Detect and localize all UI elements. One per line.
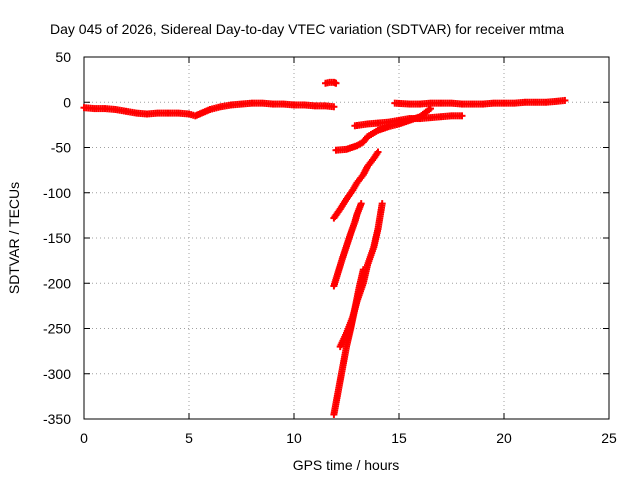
series-arc-5 xyxy=(391,96,569,108)
data-points xyxy=(80,78,569,418)
x-axis-label: GPS time / hours xyxy=(293,457,400,473)
data-point xyxy=(561,96,569,104)
data-point xyxy=(378,200,386,208)
data-point xyxy=(458,112,466,120)
series-arc-1 xyxy=(80,99,338,120)
y-tick-labels: 50 0 -50 -100 -150 -200 -250 -300 -350 xyxy=(43,49,71,427)
series-arc-6 xyxy=(330,148,382,222)
y-tick-label: -300 xyxy=(43,366,71,382)
y-tick-label: 50 xyxy=(55,49,71,65)
series-arc-3 xyxy=(332,105,434,154)
y-tick-label: 0 xyxy=(63,94,71,110)
x-tick-label: 25 xyxy=(601,430,617,446)
data-point xyxy=(332,79,340,87)
y-tick-label: -50 xyxy=(51,140,71,156)
data-point xyxy=(330,103,338,111)
axis-ticks xyxy=(83,56,610,420)
data-point xyxy=(357,200,365,208)
x-tick-label: 10 xyxy=(286,430,302,446)
data-point xyxy=(374,148,382,156)
x-tick-label: 0 xyxy=(80,430,88,446)
y-tick-label: -150 xyxy=(43,230,71,246)
y-tick-label: -250 xyxy=(43,321,71,337)
x-tick-label: 15 xyxy=(391,430,407,446)
series-arc-2 xyxy=(322,78,340,87)
x-tick-label: 20 xyxy=(496,430,512,446)
x-tick-labels: 0 5 10 15 20 25 xyxy=(80,430,617,446)
y-tick-label: -100 xyxy=(43,185,71,201)
series-arc-7 xyxy=(330,200,365,290)
chart-title: Day 045 of 2026, Sidereal Day-to-day VTE… xyxy=(50,21,564,37)
y-tick-label: -200 xyxy=(43,275,71,291)
series-arc-9 xyxy=(330,266,367,418)
data-point xyxy=(359,266,367,274)
y-tick-label: -350 xyxy=(43,411,71,427)
series-arc-4 xyxy=(351,112,466,130)
x-tick-label: 5 xyxy=(185,430,193,446)
y-axis-label: SDTVAR / TECUs xyxy=(6,182,22,294)
